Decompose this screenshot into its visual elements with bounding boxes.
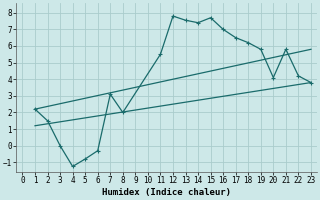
X-axis label: Humidex (Indice chaleur): Humidex (Indice chaleur) (102, 188, 231, 197)
